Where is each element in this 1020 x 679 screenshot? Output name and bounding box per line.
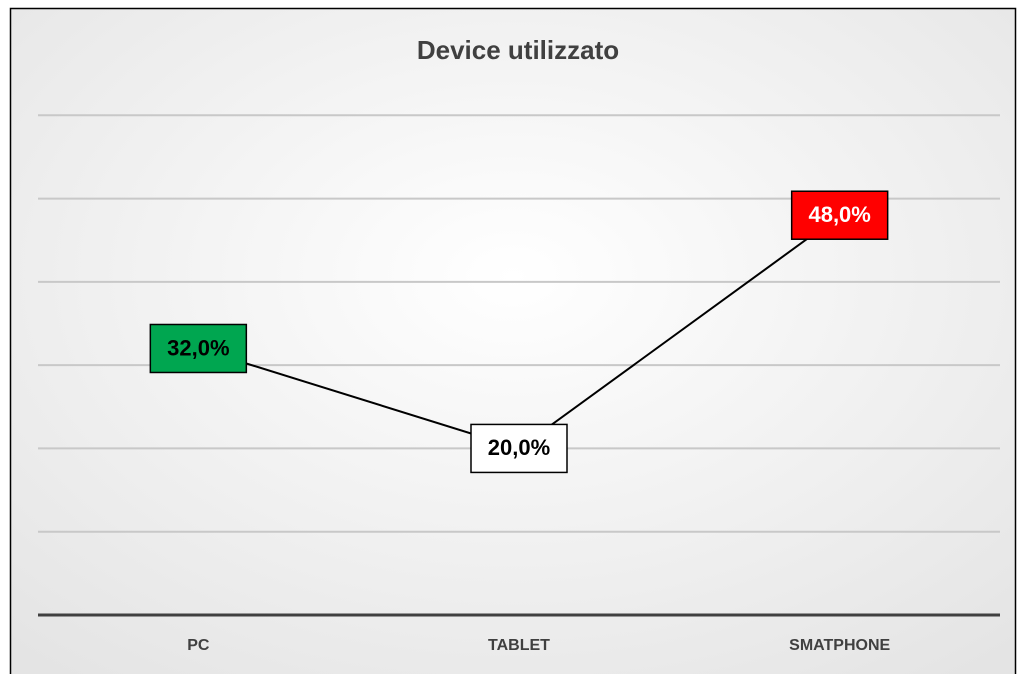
x-tick-label: TABLET: [488, 637, 550, 654]
x-tick-label: PC: [187, 637, 210, 654]
chart-title: Device utilizzato: [417, 35, 619, 65]
data-label-box: [470, 423, 568, 474]
data-label: 32,0%: [167, 335, 229, 360]
x-tick-label: SMATPHONE: [789, 637, 890, 654]
data-label: 20,0%: [488, 435, 550, 460]
data-label: 48,0%: [808, 202, 870, 227]
data-label-box: [149, 323, 248, 374]
data-label-box: [790, 190, 889, 240]
